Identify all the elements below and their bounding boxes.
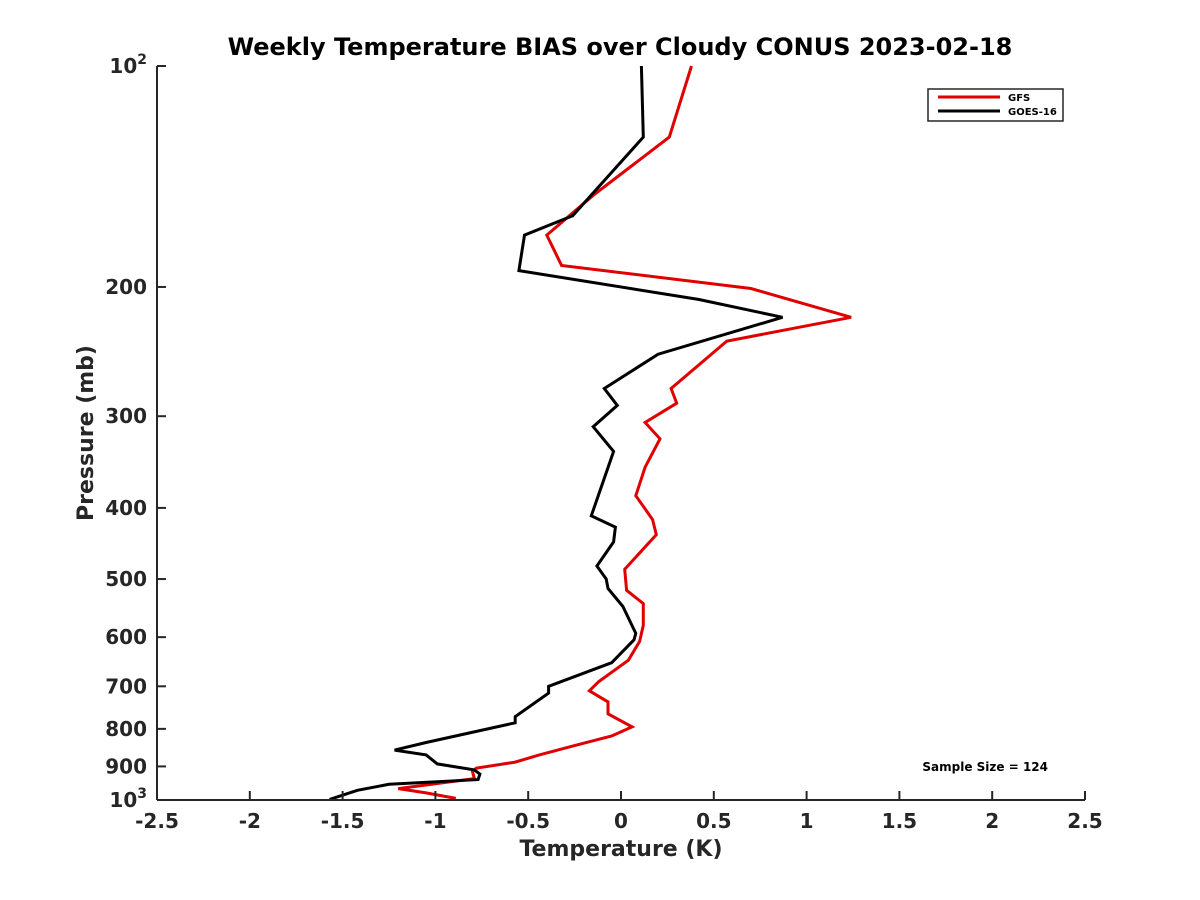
y-tick-label: 600 [105,625,147,649]
legend: GFS GOES-16 [927,88,1064,122]
series-layer [329,65,852,801]
y-ticks: 102 200 300 400 500 600 700 800 900 103 [105,52,166,812]
x-tick-label: 0.5 [696,809,731,833]
y-tick-label: 200 [105,275,147,299]
x-tick-label: -2 [239,809,261,833]
legend-label-goes16: GOES-16 [1008,107,1057,118]
chart-title: Weekly Temperature BIAS over Cloudy CONU… [228,33,1013,61]
legend-box [927,88,1064,122]
y-tick-label: 900 [105,754,147,778]
x-tick-label: -1.5 [321,809,365,833]
x-tick-label: -1 [424,809,446,833]
x-tick-label: 2.5 [1067,809,1102,833]
series-line-goes16 [329,65,783,801]
y-tick-label: 400 [105,496,147,520]
x-tick-label: 2 [985,809,999,833]
y-tick-label: 800 [105,717,147,741]
x-tick-label: 1 [800,809,814,833]
x-ticks: -2.5 -2 -1.5 -1 -0.5 0 0.5 1 1.5 2 2.5 [135,791,1103,833]
x-tick-label: 0 [614,809,628,833]
y-tick-label: 700 [105,674,147,698]
x-axis-label: Temperature (K) [519,837,722,862]
sample-size-annotation: Sample Size = 124 [922,760,1048,774]
x-tick-label: -2.5 [135,809,179,833]
y-tick-label: 102 [109,52,147,78]
y-tick-label: 500 [105,567,147,591]
y-axis-label: Pressure (mb) [74,345,99,521]
y-tick-label: 300 [105,404,147,428]
axes [156,66,1085,801]
legend-label-gfs: GFS [1008,93,1030,104]
x-tick-label: 1.5 [882,809,917,833]
x-tick-label: -0.5 [506,809,550,833]
series-line-gfs [398,65,852,800]
y-tick-label: 103 [109,786,147,812]
